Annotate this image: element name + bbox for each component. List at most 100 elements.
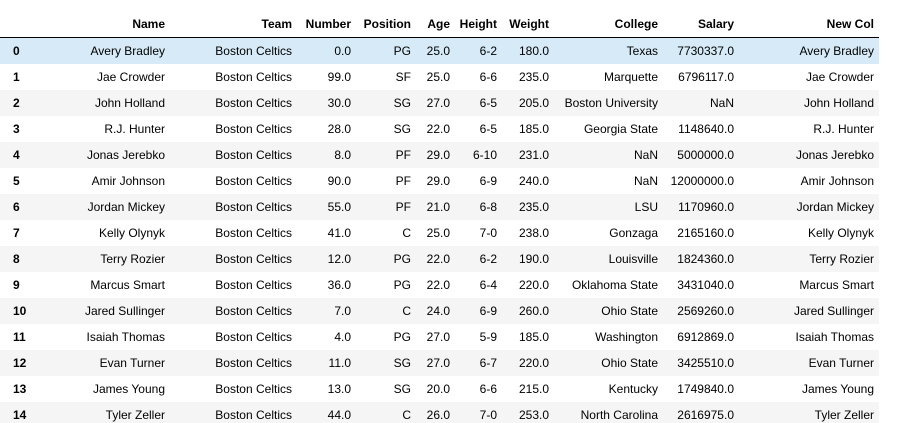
cell-team: Boston Celtics xyxy=(215,356,292,370)
row-index: 10 xyxy=(13,304,27,318)
cell-college: Marquette xyxy=(603,70,658,84)
cell-height: 6-2 xyxy=(479,252,497,266)
table-row: 7 Kelly Olynyk Boston Celtics 41.0 C 25.0 7-0 2… xyxy=(0,220,879,246)
cell-college: Oklahoma State xyxy=(571,278,658,292)
header-row: Name Team Number Position Age Height Wei… xyxy=(0,11,879,38)
cell-new-col: Terry Rozier xyxy=(809,252,874,266)
cell-salary: NaN xyxy=(709,96,734,110)
table-row: 11 Isaiah Thomas Boston Celtics 4.0 PG 27.0 5-… xyxy=(0,324,879,350)
cell-new-col: Jordan Mickey xyxy=(796,200,874,214)
column-header-new-col: New Col xyxy=(739,11,879,38)
cell-weight: 220.0 xyxy=(518,356,549,370)
table-row: 12 Evan Turner Boston Celtics 11.0 SG 27.0 6-7… xyxy=(0,350,879,376)
cell-team: Boston Celtics xyxy=(215,278,292,292)
cell-position: SG xyxy=(393,96,411,110)
cell-team: Boston Celtics xyxy=(215,96,292,110)
cell-number: 12.0 xyxy=(327,252,351,266)
cell-age: 27.0 xyxy=(426,96,450,110)
table-row: 10 Jared Sullinger Boston Celtics 7.0 C 24.0 6… xyxy=(0,298,879,324)
column-header-team: Team xyxy=(170,11,297,38)
cell-age: 22.0 xyxy=(426,278,450,292)
cell-college: NaN xyxy=(633,174,658,188)
cell-number: 11.0 xyxy=(328,356,351,370)
cell-name: Avery Bradley xyxy=(90,44,165,58)
column-header-weight: Weight xyxy=(502,11,554,38)
cell-weight: 185.0 xyxy=(518,330,549,344)
row-index: 1 xyxy=(13,70,20,84)
cell-age: 21.0 xyxy=(426,200,450,214)
cell-position: SG xyxy=(393,122,411,136)
cell-salary: 12000000.0 xyxy=(670,174,734,188)
cell-number: 28.0 xyxy=(327,122,351,136)
column-header-salary: Salary xyxy=(663,11,739,38)
row-index: 7 xyxy=(13,226,20,240)
table-row: 4 Jonas Jerebko Boston Celtics 8.0 PF 29.0 6-1… xyxy=(0,142,879,168)
cell-weight: 190.0 xyxy=(518,252,549,266)
cell-name: Evan Turner xyxy=(99,356,165,370)
cell-height: 6-6 xyxy=(479,382,497,396)
table-body: 0 Avery Bradley Boston Celtics 0.0 PG 25.0 6-2… xyxy=(0,37,879,423)
row-index: 12 xyxy=(13,356,27,370)
table-header: Name Team Number Position Age Height Wei… xyxy=(0,11,879,38)
cell-age: 29.0 xyxy=(426,148,450,162)
cell-college: Georgia State xyxy=(583,122,658,136)
row-index: 6 xyxy=(13,200,20,214)
column-header-number: Number xyxy=(297,11,356,38)
cell-position: C xyxy=(402,226,411,240)
cell-age: 25.0 xyxy=(426,70,450,84)
cell-number: 99.0 xyxy=(327,70,351,84)
row-index: 13 xyxy=(13,382,27,396)
cell-weight: 238.0 xyxy=(518,226,549,240)
cell-name: Tyler Zeller xyxy=(105,408,165,422)
cell-height: 7-0 xyxy=(479,226,497,240)
cell-name: Kelly Olynyk xyxy=(98,226,165,240)
cell-college: North Carolina xyxy=(580,408,658,422)
cell-height: 6-4 xyxy=(479,278,497,292)
cell-position: SG xyxy=(393,382,411,396)
column-header-age: Age xyxy=(416,11,455,38)
cell-salary: 6796117.0 xyxy=(678,70,734,84)
cell-team: Boston Celtics xyxy=(215,200,292,214)
cell-salary: 5000000.0 xyxy=(677,148,734,162)
cell-age: 25.0 xyxy=(426,226,450,240)
row-index: 4 xyxy=(13,148,20,162)
cell-salary: 1749840.0 xyxy=(677,382,734,396)
cell-age: 27.0 xyxy=(426,330,450,344)
column-header-name: Name xyxy=(60,11,170,38)
cell-height: 6-6 xyxy=(479,70,497,84)
cell-weight: 260.0 xyxy=(518,304,549,318)
column-header-height: Height xyxy=(455,11,502,38)
cell-age: 25.0 xyxy=(426,44,450,58)
cell-new-col: R.J. Hunter xyxy=(813,122,874,136)
cell-college: Gonzaga xyxy=(609,226,658,240)
cell-new-col: Jae Crowder xyxy=(805,70,874,84)
cell-college: NaN xyxy=(633,148,658,162)
table-row: 2 John Holland Boston Celtics 30.0 SG 27.0 6-5… xyxy=(0,90,879,116)
cell-weight: 180.0 xyxy=(518,44,549,58)
cell-number: 0.0 xyxy=(334,44,351,58)
cell-position: PG xyxy=(393,278,411,292)
cell-age: 27.0 xyxy=(426,356,450,370)
cell-college: Kentucky xyxy=(608,382,658,396)
cell-salary: 3425510.0 xyxy=(677,356,734,370)
cell-salary: 1170960.0 xyxy=(678,200,734,214)
cell-height: 6-7 xyxy=(479,356,497,370)
cell-age: 22.0 xyxy=(426,122,450,136)
cell-position: SG xyxy=(393,356,411,370)
cell-number: 8.0 xyxy=(334,148,351,162)
cell-new-col: Isaiah Thomas xyxy=(795,330,875,344)
cell-new-col: Jonas Jerebko xyxy=(795,148,874,162)
cell-name: Isaiah Thomas xyxy=(86,330,166,344)
cell-age: 20.0 xyxy=(426,382,450,396)
cell-number: 4.0 xyxy=(334,330,351,344)
cell-new-col: John Holland xyxy=(803,96,874,110)
cell-team: Boston Celtics xyxy=(215,252,292,266)
column-header-college: College xyxy=(554,11,663,38)
dataframe-table: Name Team Number Position Age Height Wei… xyxy=(0,11,879,423)
cell-new-col: James Young xyxy=(801,382,874,396)
cell-name: Jae Crowder xyxy=(96,70,165,84)
cell-salary: 3431040.0 xyxy=(677,278,734,292)
cell-name: Marcus Smart xyxy=(90,278,165,292)
table-row: 1 Jae Crowder Boston Celtics 99.0 SF 25.0 6-6 2… xyxy=(0,64,879,90)
